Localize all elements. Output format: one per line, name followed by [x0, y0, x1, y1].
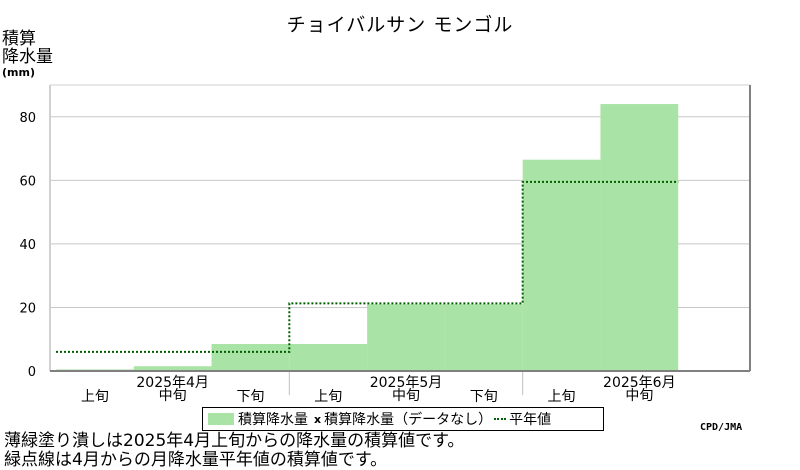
x-tick-label: 中旬 [625, 388, 653, 404]
y-axis-label: 積算 降水量 [2, 30, 53, 66]
month-label: 2025年5月 [370, 375, 443, 391]
x-tick-label: 上旬 [314, 389, 342, 405]
legend-missing-label: 積算降水量（データなし） [324, 412, 493, 428]
x-tick-label: 中旬 [392, 388, 420, 404]
month-label: 2025年4月 [136, 375, 209, 391]
legend-bar-label: 積算降水量 [238, 412, 308, 428]
x-tick-label: 下旬 [470, 389, 498, 405]
bar [289, 343, 368, 371]
y-tick-label: 0 [28, 365, 36, 380]
source-credit: CPD/JMA [700, 422, 743, 433]
y-tick-label: 60 [19, 174, 36, 189]
y-axis-label-line2: 降水量 [2, 47, 53, 67]
bar [522, 159, 601, 371]
y-tick-label: 20 [19, 301, 36, 316]
bar [444, 304, 523, 371]
normal-line [56, 180, 679, 353]
legend: 積算降水量 x 積算降水量（データなし） 平年値 [202, 407, 604, 431]
y-axis-label-line1: 積算 [2, 29, 36, 49]
y-axis-unit: (mm) [2, 66, 35, 79]
bar [211, 343, 290, 371]
chart-title: チョイバルサン モンゴル [286, 14, 514, 36]
legend-bar-swatch [208, 413, 234, 425]
bar [367, 304, 445, 371]
x-tick-label: 中旬 [159, 388, 187, 404]
x-tick-label: 上旬 [548, 389, 576, 405]
legend-missing-marker: x [314, 412, 322, 426]
legend-normal-swatch [494, 418, 507, 420]
note-dotted: 緑点線は4月からの月降水量平年値の積算値です。 [4, 450, 388, 470]
x-tick-label: 下旬 [236, 389, 264, 405]
month-label: 2025年6月 [603, 375, 676, 391]
bar [600, 104, 679, 372]
legend-normal-label: 平年値 [509, 412, 552, 428]
bar [133, 366, 212, 371]
note-fill: 薄緑塗り潰しは2025年4月上旬からの降水量の積算値です。 [4, 431, 465, 451]
y-tick-label: 80 [19, 111, 36, 126]
y-tick-label: 40 [19, 238, 36, 253]
x-tick-label: 上旬 [81, 389, 109, 405]
